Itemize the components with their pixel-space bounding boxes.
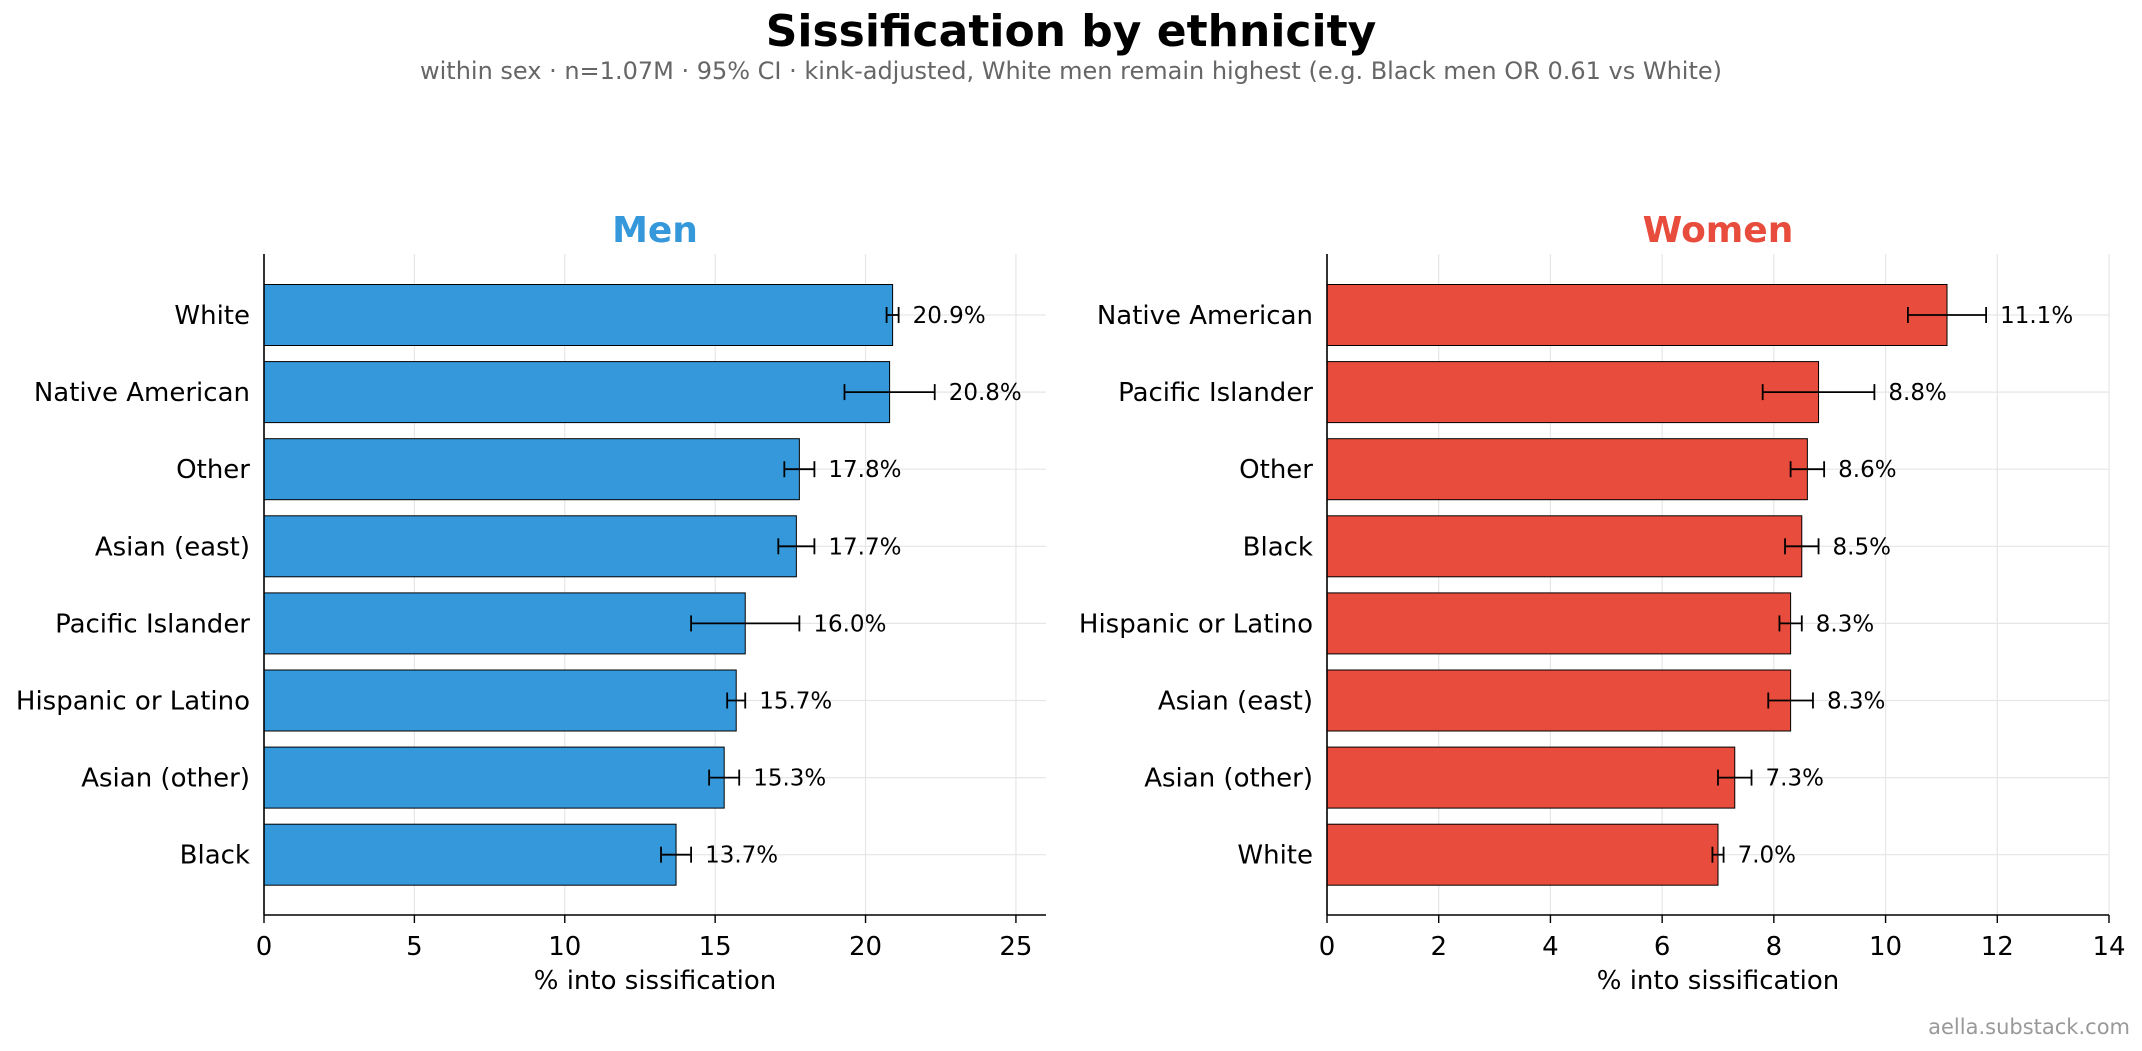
women-x-tick-label: 4 xyxy=(1542,932,1559,962)
women-x-tick-label: 0 xyxy=(1319,932,1336,962)
women-value-label: 8.3% xyxy=(1827,689,1885,715)
men-panel-title: Men xyxy=(612,210,698,251)
women-bar xyxy=(1326,438,1808,501)
women-category-label: Other xyxy=(1239,455,1313,485)
women-value-label: 8.6% xyxy=(1838,457,1896,483)
men-bar xyxy=(263,823,677,886)
men-value-label: 17.8% xyxy=(828,457,901,483)
men-x-axis-title: % into sissification xyxy=(534,966,777,996)
women-x-tick-label: 10 xyxy=(1869,932,1902,962)
women-x-tick-label: 14 xyxy=(2092,932,2125,962)
women-category-label: Native American xyxy=(1097,301,1313,331)
men-bar xyxy=(263,361,891,424)
women-x-tick-label: 2 xyxy=(1430,932,1447,962)
women-category-label: White xyxy=(1237,841,1313,871)
men-value-label: 15.3% xyxy=(753,766,826,792)
men-category-label: Asian (east) xyxy=(95,532,250,562)
women-category-label: Asian (east) xyxy=(1158,687,1313,717)
credit-label: aella.substack.com xyxy=(1928,1015,2130,1039)
men-panel: 20.9% White 20.8% Native American 17.8% Other… xyxy=(16,210,1046,996)
men-bar xyxy=(263,746,725,809)
women-x-axis-title: % into sissification xyxy=(1597,966,1840,996)
men-value-label: 20.8% xyxy=(949,380,1022,406)
men-category-label: Hispanic or Latino xyxy=(16,687,250,717)
men-value-label: 20.9% xyxy=(913,303,986,329)
women-bar xyxy=(1326,669,1792,732)
men-category-label: White xyxy=(174,301,250,331)
men-category-label: Native American xyxy=(34,378,250,408)
men-value-label: 17.7% xyxy=(828,534,901,560)
men-x-tick-label: 5 xyxy=(406,932,423,962)
men-x-tick-label: 25 xyxy=(999,932,1032,962)
chart-title: Sissification by ethnicity xyxy=(765,6,1377,57)
women-panel: 11.1% Native American 8.8% Pacific Islander… xyxy=(1079,210,2126,996)
women-value-label: 8.8% xyxy=(1888,380,1946,406)
women-category-label: Hispanic or Latino xyxy=(1079,609,1313,639)
men-category-label: Black xyxy=(180,841,250,871)
chart-subtitle: within sex · n=1.07M · 95% CI · kink-adj… xyxy=(419,57,1722,85)
women-category-label: Black xyxy=(1243,532,1313,562)
women-bar xyxy=(1326,284,1948,346)
women-x-tick-label: 12 xyxy=(1981,932,2014,962)
men-bar xyxy=(263,669,737,732)
women-bar xyxy=(1326,515,1803,578)
men-bar xyxy=(263,515,797,578)
women-category-label: Asian (other) xyxy=(1144,764,1313,794)
women-bar xyxy=(1326,746,1736,809)
women-value-label: 8.5% xyxy=(1833,534,1891,560)
men-value-label: 15.7% xyxy=(759,689,832,715)
men-category-label: Asian (other) xyxy=(81,764,250,794)
women-x-tick-label: 6 xyxy=(1654,932,1671,962)
women-value-label: 8.3% xyxy=(1816,611,1874,637)
women-bar xyxy=(1326,361,1820,424)
women-value-label: 7.0% xyxy=(1738,843,1796,869)
men-x-tick-label: 15 xyxy=(699,932,732,962)
men-bar xyxy=(263,438,800,501)
men-value-label: 16.0% xyxy=(813,611,886,637)
women-value-label: 7.3% xyxy=(1766,766,1824,792)
men-value-label: 13.7% xyxy=(705,843,778,869)
women-panel-title: Women xyxy=(1643,210,1794,251)
men-bar xyxy=(263,284,894,346)
women-x-tick-label: 8 xyxy=(1766,932,1783,962)
men-category-label: Other xyxy=(176,455,250,485)
men-x-tick-label: 10 xyxy=(548,932,581,962)
women-bar xyxy=(1326,823,1719,886)
men-category-label: Pacific Islander xyxy=(55,609,250,639)
men-x-tick-label: 20 xyxy=(849,932,882,962)
women-bar xyxy=(1326,592,1792,655)
men-x-tick-label: 0 xyxy=(256,932,273,962)
women-category-label: Pacific Islander xyxy=(1118,378,1313,408)
women-value-label: 11.1% xyxy=(2000,303,2073,329)
men-bar xyxy=(263,592,746,655)
